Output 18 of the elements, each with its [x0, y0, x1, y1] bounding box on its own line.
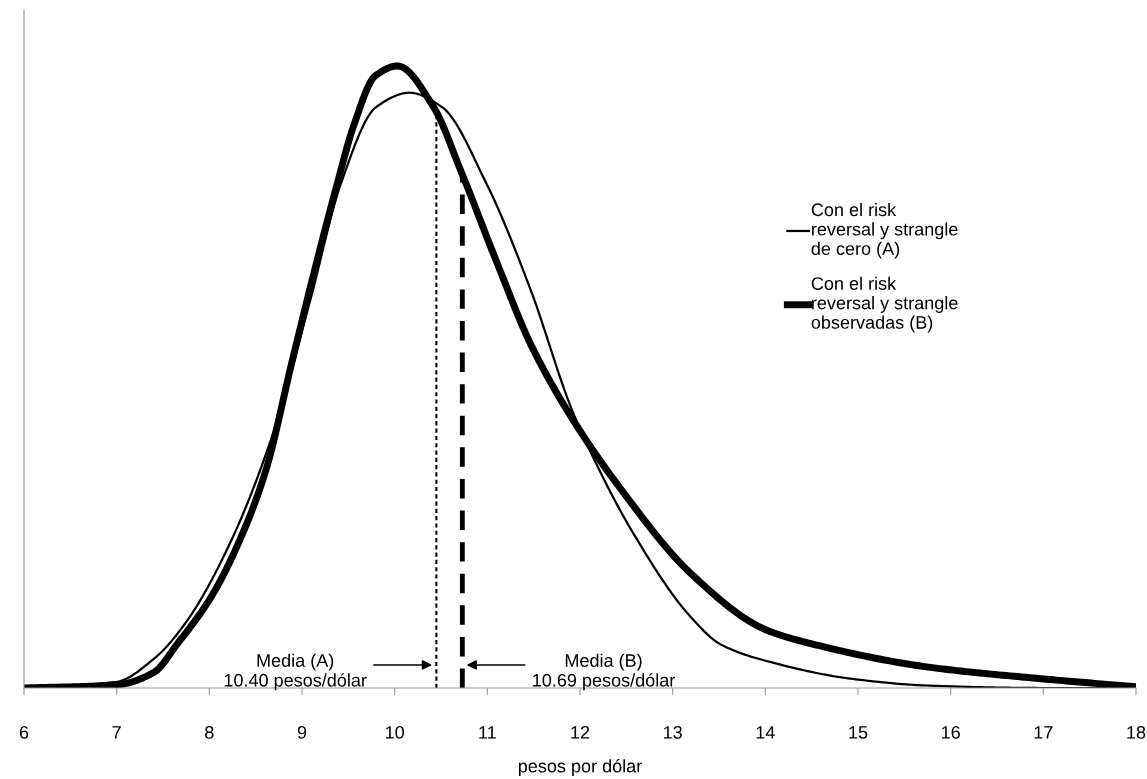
x-tick-label: 7: [112, 726, 121, 739]
x-tick-label: 13: [664, 725, 682, 739]
x-tick-label: 15: [849, 726, 868, 739]
x-tick-label: 18: [1127, 725, 1146, 739]
legend-label: Con el risk reversal y strangle de cero (A): [811, 202, 958, 259]
annotation: Media (B) 10.69 pesos/dólar: [533, 653, 675, 691]
x-axis-title: pesos por dólar: [518, 759, 642, 777]
x-tick-label: 11: [479, 726, 496, 739]
x-tick-label: 6: [19, 725, 29, 739]
x-tick-label: 8: [205, 725, 214, 739]
x-tick-label: 14: [756, 726, 775, 739]
x-tick-label: 17: [1034, 726, 1053, 739]
x-tick-label: 16: [942, 725, 960, 739]
x-tick-label: 9: [297, 725, 307, 739]
annotation: Media (A) 10.40 pesos/dólar: [224, 653, 367, 691]
legend-label: Con el risk reversal y strangle observadas (B): [811, 276, 958, 333]
x-tick-label: 12: [571, 725, 590, 739]
x-tick-label: 10: [386, 725, 404, 739]
